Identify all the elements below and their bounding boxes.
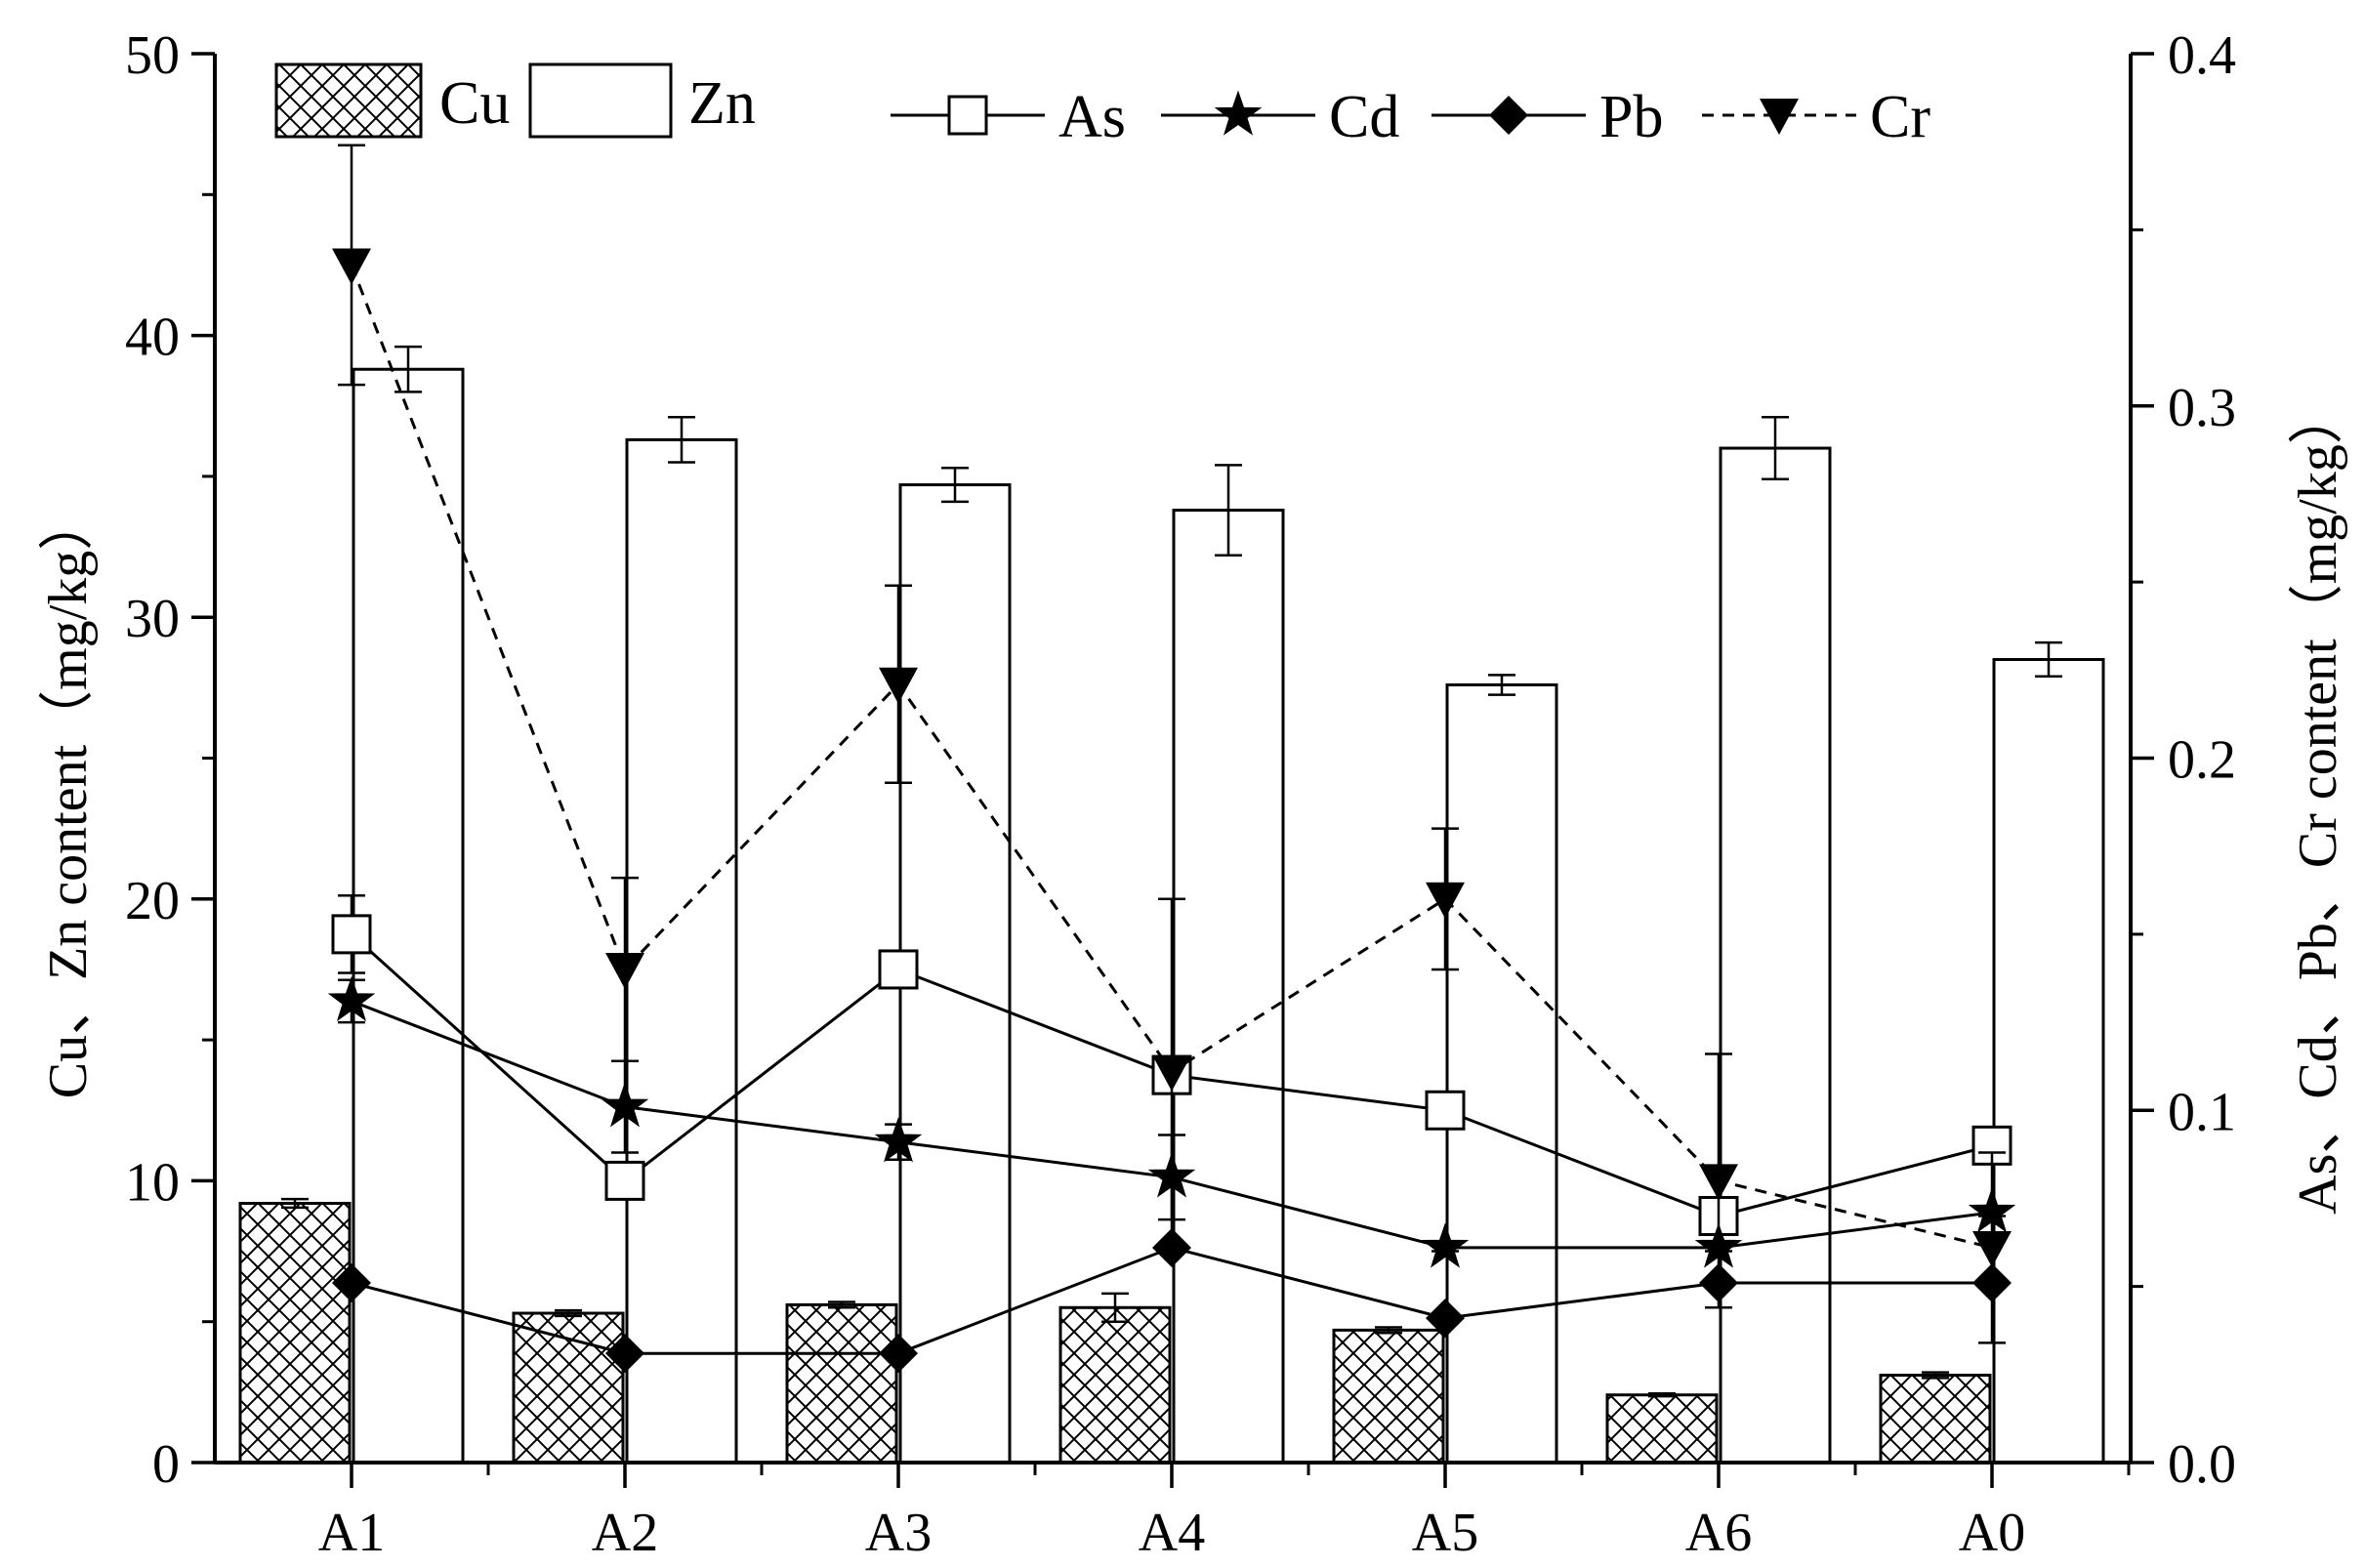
errorbar-cu-a1 [281,1197,309,1210]
point-as-a5 [1425,1090,1466,1131]
legend-label-cu: Cu [439,70,510,137]
errorbar-zn-a2 [668,416,695,464]
point-cr-a4 [1152,1054,1191,1092]
errorbar-cu-a6 [1648,1392,1676,1398]
bar-zn-a0 [1992,657,2105,1465]
legend-swatch-cu [274,62,423,139]
legend-marker-cr [1760,99,1799,135]
left-tick-label-20: 20 [125,871,180,931]
legend-label-pb: Pb [1599,84,1663,150]
point-pb-a4 [1152,1227,1191,1267]
legend-label-as: As [1058,84,1126,150]
bars-layer [238,345,2105,1465]
bar-zn-a5 [1445,682,1558,1465]
point-cr-a1 [332,248,371,285]
bar-cu-a1 [238,1201,352,1465]
bar-cu-a6 [1605,1393,1719,1465]
point-pb-a1 [332,1263,371,1303]
x-tick-label-a6: A6 [1685,1503,1752,1563]
left-tick-label-0: 0 [152,1434,180,1495]
legend-item-zn: Zn [528,62,756,139]
point-as-a1 [331,914,372,955]
legend-marker-pb [1489,96,1528,135]
point-cd-a2 [601,1082,649,1128]
legend-marker-cd [1214,90,1263,136]
errorbar-zn-a3 [941,466,969,504]
bar-zn-a1 [352,367,465,1465]
line-series-cr [332,144,2012,1344]
legend-item-pb: Pb [1431,84,1663,150]
right-tick-label-2: 0.2 [2168,730,2236,791]
errorbar-cu-a0 [1922,1371,1949,1380]
right-tick-label-0: 0.0 [2168,1434,2236,1495]
legend-item-cu: Cu [274,62,510,139]
right-axis-title: As、Cd、Pb、Cr content（mg/kg） [2288,390,2348,1215]
right-tick-label-3: 0.3 [2168,378,2236,438]
point-cd-a3 [874,1117,923,1163]
point-cr-a6 [1699,1164,1738,1201]
bar-series-zn [352,345,2105,1465]
left-tick-label-30: 30 [125,589,180,649]
bar-cu-a4 [1058,1305,1172,1465]
right-tick-label-4: 0.4 [2168,25,2236,86]
bar-series-cu [238,1197,1992,1465]
errorbar-cu-a5 [1375,1326,1402,1335]
x-tick-label-a4: A4 [1139,1503,1205,1563]
point-as-a2 [604,1160,645,1201]
bar-cu-a3 [785,1302,898,1465]
errorbar-cu-a3 [828,1300,855,1309]
left-tick-label-50: 50 [125,25,180,86]
bar-zn-a6 [1719,446,1832,1465]
legend-item-cd: Cd [1161,84,1399,150]
left-tick-label-10: 10 [125,1152,180,1213]
point-as-a3 [878,949,919,990]
point-pb-a3 [879,1334,918,1374]
point-cr-a3 [879,667,918,704]
axes-layer: 0 10 20 30 40 50 0.0 0.1 0.2 0.3 0.4 A1 A2 A3 A4 A5 A6 A0… [38,25,2348,1563]
x-tick-label-a5: A5 [1412,1503,1478,1563]
lines-layer [327,144,2016,1374]
point-pb-a5 [1426,1299,1465,1339]
errorbar-zn-a4 [1215,464,1242,557]
bar-cu-a0 [1879,1374,1992,1465]
errorbar-zn-a5 [1488,674,1515,696]
left-tick-label-40: 40 [125,308,180,368]
point-cr-a2 [605,952,644,989]
x-tick-label-a2: A2 [592,1503,658,1563]
errorbar-zn-a1 [394,345,422,393]
bar-cu-a5 [1332,1328,1445,1465]
errorbar-cu-a2 [555,1308,582,1318]
legend-item-as: As [891,84,1126,150]
errorbar-zn-a0 [2035,640,2062,679]
bar-cu-a2 [512,1311,625,1465]
legend: Cu Zn As Cd Pb Cr [274,62,1930,150]
x-tick-label-a1: A1 [318,1503,385,1563]
legend-label-zn: Zn [688,70,756,137]
legend-label-cr: Cr [1870,84,1930,150]
point-pb-a2 [605,1334,644,1374]
x-tick-label-a0: A0 [1959,1503,2025,1563]
left-axis-title: Cu、Zn content（mg/kg） [38,496,99,1099]
legend-marker-as [947,95,988,136]
bar-zn-a2 [625,437,738,1465]
point-cr-a5 [1426,882,1465,919]
errorbar-cu-a4 [1101,1292,1129,1323]
point-cr-a0 [1972,1230,2012,1267]
bar-zn-a4 [1172,509,1285,1465]
x-tick-label-a3: A3 [865,1503,932,1563]
point-cd-a1 [327,975,376,1022]
legend-label-cd: Cd [1329,84,1399,150]
right-tick-label-1: 0.1 [2168,1082,2236,1142]
legend-swatch-zn [528,62,673,139]
errorbar-zn-a6 [1762,416,1789,481]
legend-item-cr: Cr [1702,84,1930,150]
point-cd-a5 [1421,1222,1470,1268]
